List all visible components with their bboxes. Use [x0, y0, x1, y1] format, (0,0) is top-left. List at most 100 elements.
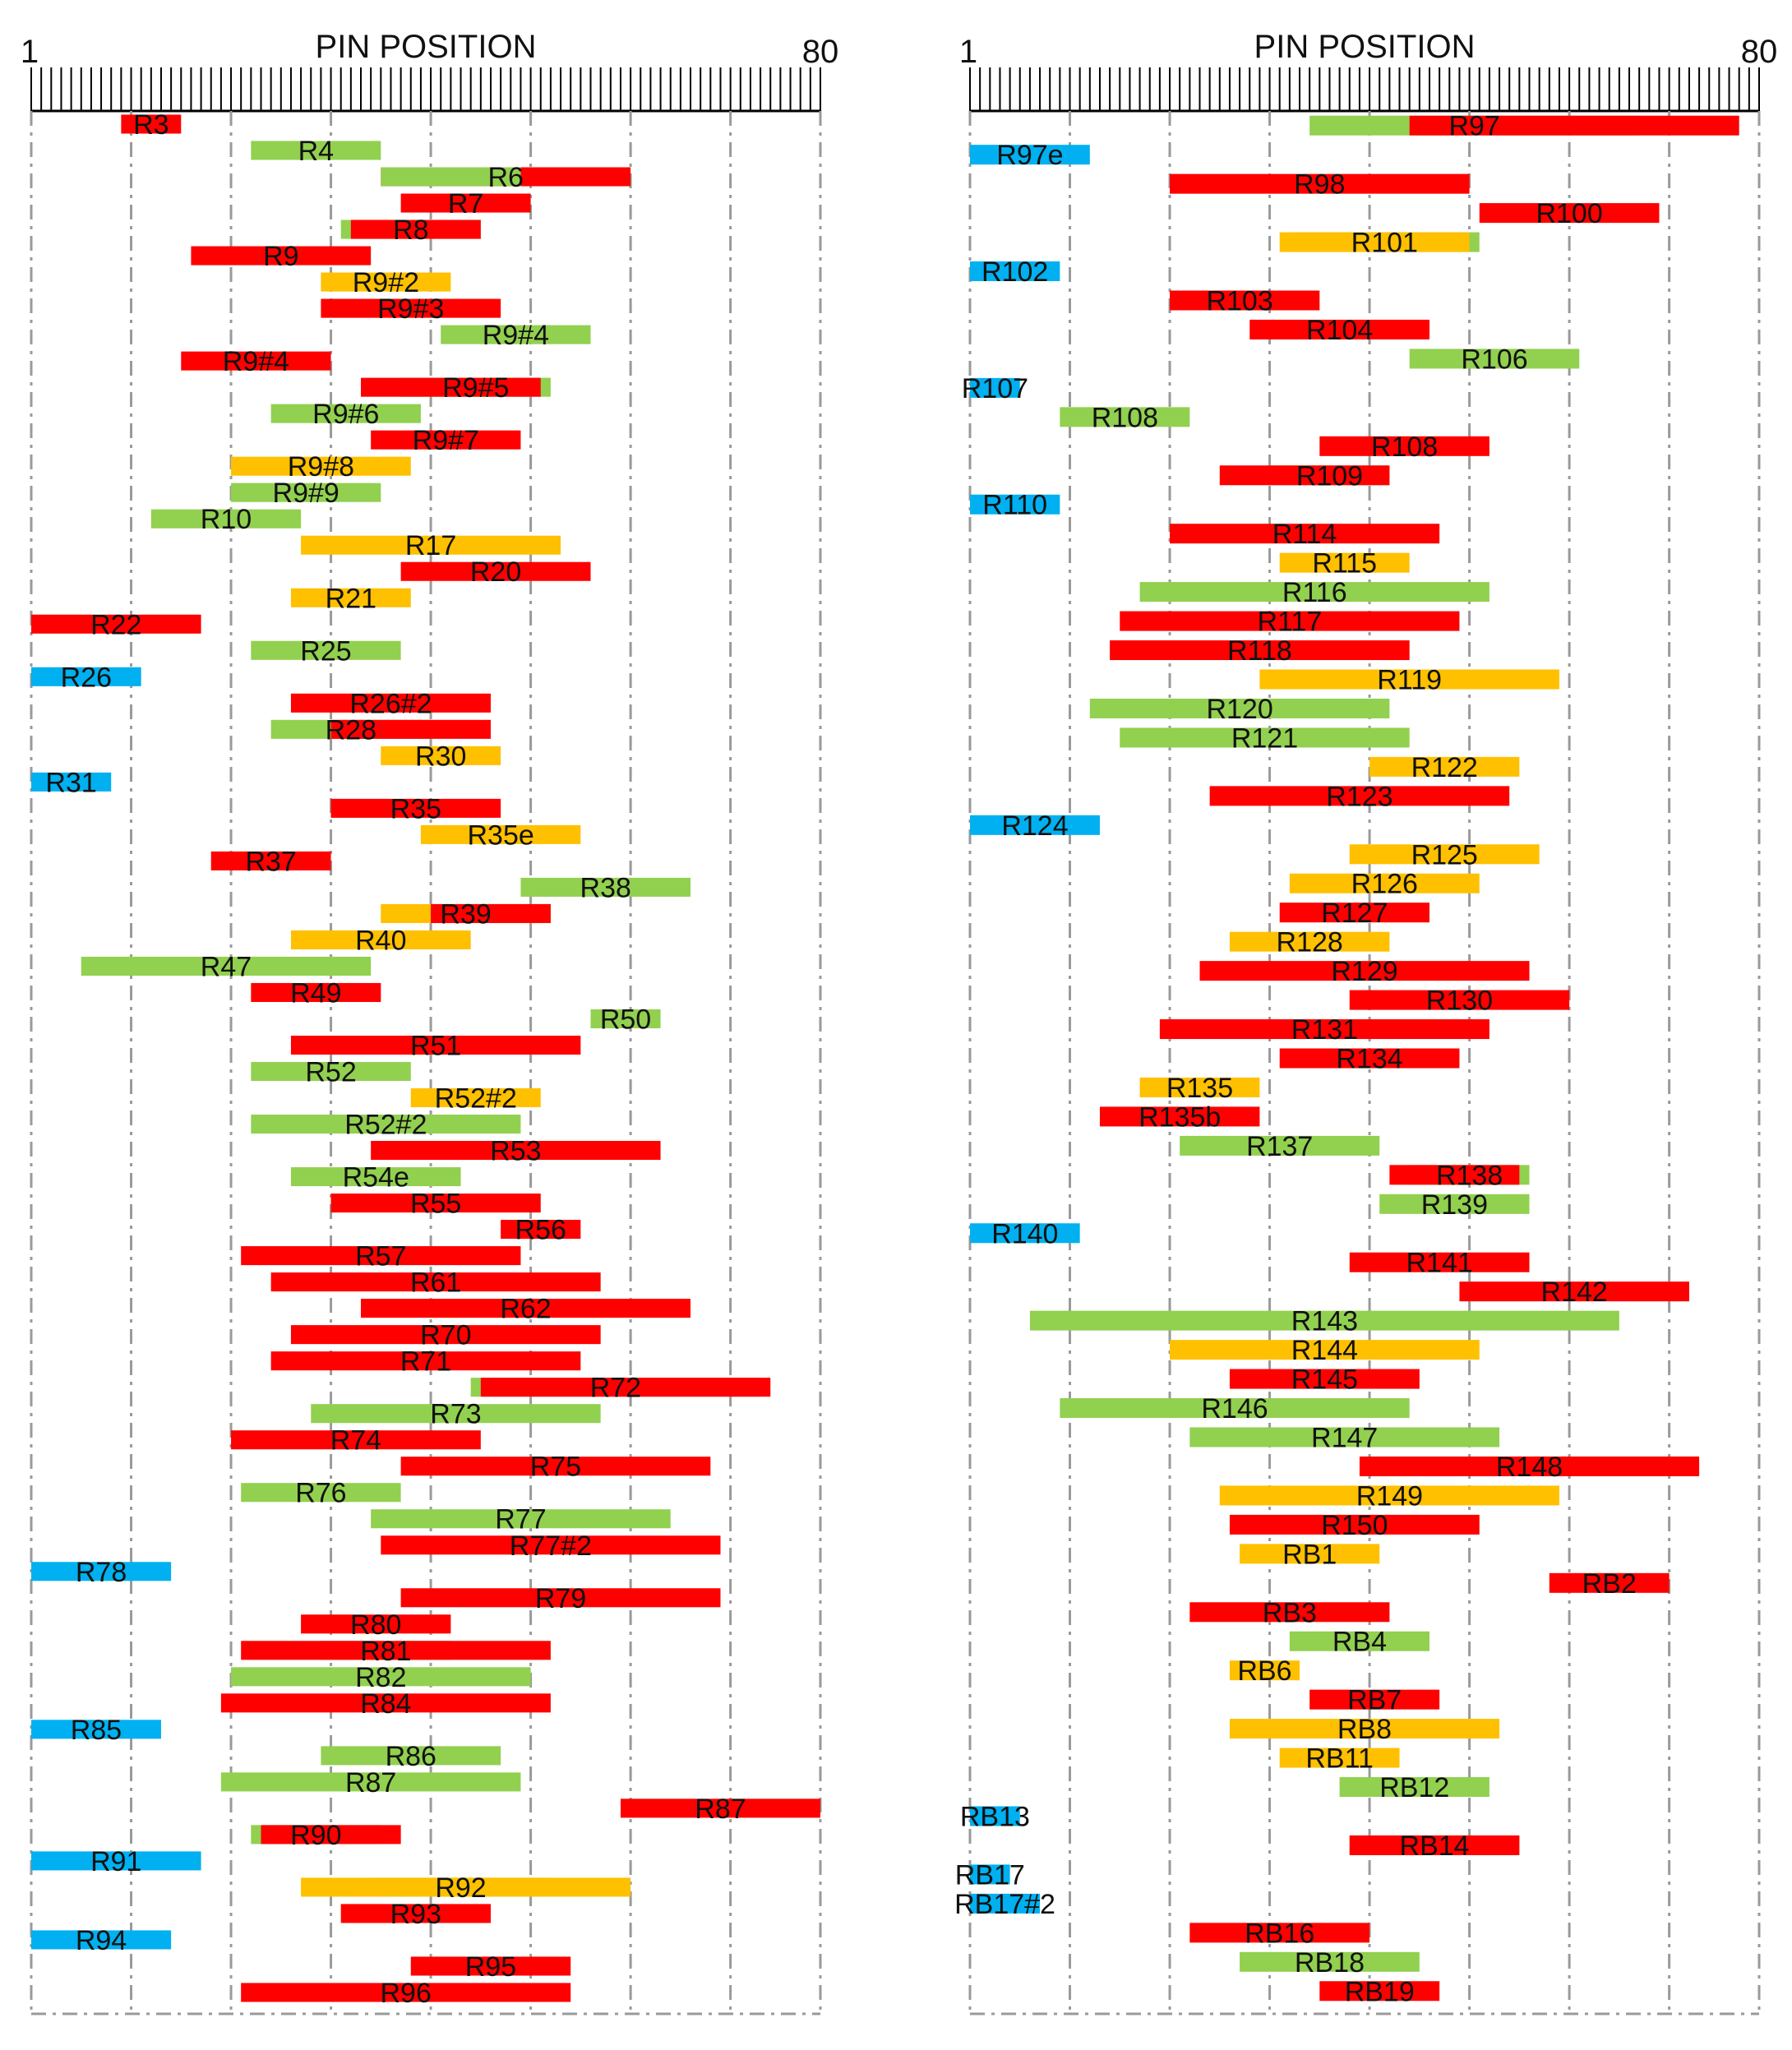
row-label: R49	[290, 977, 341, 1009]
bar-rb1	[1240, 1544, 1380, 1564]
row-label: RB4	[1332, 1627, 1387, 1658]
pin-ruler-right	[969, 67, 1760, 113]
bar-r6	[381, 167, 521, 187]
row-label: R93	[390, 1899, 441, 1930]
row-label: RB2	[1582, 1568, 1637, 1600]
labels-right: R97 R97e R98 R100 R101 R102 R103 R104 R106 R107 R1…	[954, 111, 1637, 2008]
row-label: R124	[1001, 810, 1068, 842]
row-label: R71	[400, 1346, 451, 1378]
row-label: R76	[295, 1478, 346, 1509]
row-label: R53	[490, 1136, 541, 1167]
bar-rb2	[1549, 1572, 1670, 1593]
bar-r38	[520, 877, 691, 897]
row-label: R101	[1351, 228, 1418, 259]
row-label: R146	[1201, 1393, 1268, 1424]
bar-rb19	[1319, 1981, 1440, 2002]
row-label: R10	[201, 504, 252, 535]
row-label: R52#2	[344, 1110, 427, 1141]
row-label: R9#2	[353, 267, 419, 298]
bar-r139	[1379, 1194, 1530, 1214]
row-label: R31	[45, 767, 96, 798]
bar-rb18	[1240, 1951, 1420, 1972]
bar-r39	[431, 903, 551, 923]
bar-r76	[241, 1483, 401, 1503]
bar-r129	[1199, 961, 1530, 981]
row-label: R122	[1411, 752, 1478, 783]
row-label: R121	[1231, 723, 1298, 754]
row-label: R97	[1448, 111, 1499, 142]
row-label: R26	[61, 662, 112, 693]
bar-r141	[1349, 1252, 1530, 1272]
bar-r26	[31, 667, 141, 686]
row-label: R123	[1326, 781, 1392, 812]
bar-r140	[970, 1223, 1080, 1244]
bar-r87	[620, 1798, 820, 1818]
row-label: RB18	[1295, 1947, 1365, 1978]
bar-r103	[1170, 290, 1320, 311]
row-label: R90	[290, 1820, 341, 1851]
row-label: R9#4	[483, 320, 549, 351]
bar-r117	[1120, 611, 1460, 631]
bar-r26-2	[290, 693, 491, 713]
row-label: R119	[1377, 665, 1442, 696]
bar-r97	[1409, 115, 1739, 136]
row-label: R94	[76, 1925, 127, 1956]
row-label: R147	[1311, 1423, 1378, 1454]
bar-rb14	[1349, 1835, 1520, 1855]
bar-r9-9	[231, 482, 381, 502]
axis-title-right: PIN POSITION	[1254, 29, 1476, 65]
bar-r4	[251, 141, 381, 160]
bar-r10	[150, 509, 302, 529]
row-label: R51	[410, 1030, 461, 1061]
bar-r75	[400, 1457, 711, 1476]
row-label: R140	[991, 1218, 1058, 1249]
row-label: R145	[1291, 1364, 1358, 1396]
row-label: R98	[1294, 169, 1345, 201]
row-label: R37	[245, 846, 296, 877]
bar-r130	[1349, 990, 1570, 1010]
bars-left	[31, 114, 820, 2002]
row-label: R110	[982, 490, 1047, 521]
bar-r61	[270, 1272, 601, 1292]
bar-r135b	[1099, 1106, 1260, 1127]
row-label: R96	[381, 1978, 432, 2009]
row-label: R75	[530, 1452, 581, 1483]
row-label: R108	[1092, 402, 1158, 433]
bar-r86	[321, 1746, 501, 1766]
row-label: R116	[1282, 577, 1347, 608]
axis-start-tick-label-right: 1	[959, 34, 977, 70]
row-label: R9#3	[377, 293, 444, 325]
bar-r90	[261, 1825, 401, 1845]
row-label: R135b	[1138, 1101, 1221, 1133]
row-label: R57	[355, 1241, 406, 1272]
row-label: R70	[420, 1320, 471, 1351]
bar-r54e	[290, 1167, 461, 1187]
row-label: R50	[600, 1004, 651, 1035]
bar-r20	[400, 561, 591, 581]
bar-r96	[241, 1983, 571, 2002]
bar-r118	[1110, 640, 1410, 661]
bar-r35	[330, 798, 501, 818]
bar-rb13	[970, 1806, 1020, 1826]
row-label: R6	[487, 162, 523, 193]
row-label: R135	[1166, 1073, 1233, 1104]
row-label: RB13	[960, 1802, 1030, 1833]
bar-r9-3	[321, 298, 501, 318]
row-label: R9	[263, 241, 298, 272]
bar-r121	[1120, 727, 1410, 748]
bar-rb7	[1309, 1689, 1440, 1710]
bar-r35e	[420, 824, 581, 844]
bar-r22	[31, 614, 201, 634]
bar-r73	[311, 1404, 601, 1424]
bar-r28	[330, 719, 491, 739]
row-label: RB1	[1282, 1539, 1337, 1570]
bars-right	[970, 115, 1739, 2002]
row-label: R9#5	[442, 372, 509, 404]
row-label: RB7	[1347, 1685, 1402, 1716]
bar-r142	[1459, 1281, 1689, 1302]
bar-r30	[381, 746, 501, 765]
row-label: R9#7	[413, 425, 479, 456]
bar-r9-4	[181, 351, 331, 371]
row-label: R134	[1336, 1044, 1402, 1075]
